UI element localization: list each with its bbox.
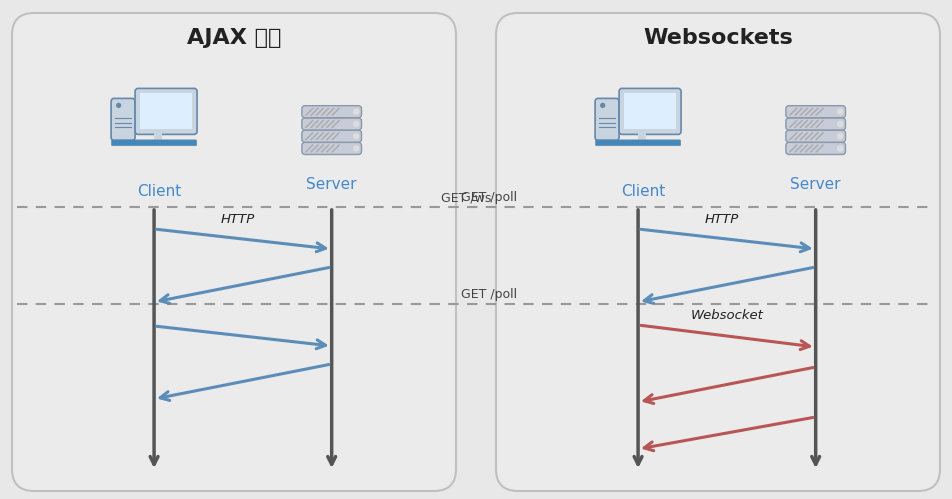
Text: Client: Client — [137, 184, 181, 199]
Circle shape — [838, 109, 843, 114]
Circle shape — [353, 109, 359, 114]
Circle shape — [353, 134, 359, 139]
FancyBboxPatch shape — [111, 140, 196, 146]
Text: HTTP: HTTP — [221, 213, 255, 226]
Text: Server: Server — [307, 177, 357, 192]
FancyBboxPatch shape — [302, 118, 362, 130]
Circle shape — [838, 121, 843, 126]
FancyBboxPatch shape — [786, 106, 845, 118]
FancyBboxPatch shape — [619, 88, 681, 134]
Bar — [142, 141, 174, 145]
Text: Websocket: Websocket — [690, 309, 764, 322]
FancyBboxPatch shape — [786, 142, 845, 155]
FancyBboxPatch shape — [302, 142, 362, 155]
Circle shape — [353, 121, 359, 126]
FancyBboxPatch shape — [135, 88, 197, 134]
Text: Client: Client — [621, 184, 665, 199]
Text: Websockets: Websockets — [644, 28, 793, 48]
FancyBboxPatch shape — [302, 130, 362, 142]
Bar — [626, 141, 658, 145]
Circle shape — [838, 134, 843, 139]
Bar — [625, 93, 676, 129]
FancyBboxPatch shape — [596, 140, 681, 146]
Circle shape — [353, 146, 359, 151]
Text: Server: Server — [790, 177, 841, 192]
Bar — [140, 93, 192, 129]
Bar — [638, 133, 646, 141]
Text: GET /ws: GET /ws — [441, 191, 491, 204]
Text: AJAX 轮询: AJAX 轮询 — [187, 28, 281, 48]
Bar — [154, 133, 162, 141]
Circle shape — [600, 103, 605, 108]
FancyBboxPatch shape — [786, 118, 845, 130]
FancyBboxPatch shape — [302, 106, 362, 118]
FancyBboxPatch shape — [595, 98, 619, 140]
Circle shape — [838, 146, 843, 151]
FancyBboxPatch shape — [111, 98, 135, 140]
FancyBboxPatch shape — [496, 13, 940, 491]
Text: HTTP: HTTP — [704, 213, 739, 226]
FancyBboxPatch shape — [12, 13, 456, 491]
Text: GET /poll: GET /poll — [461, 191, 517, 204]
Circle shape — [116, 103, 121, 108]
Text: GET /poll: GET /poll — [461, 288, 517, 301]
FancyBboxPatch shape — [786, 130, 845, 142]
